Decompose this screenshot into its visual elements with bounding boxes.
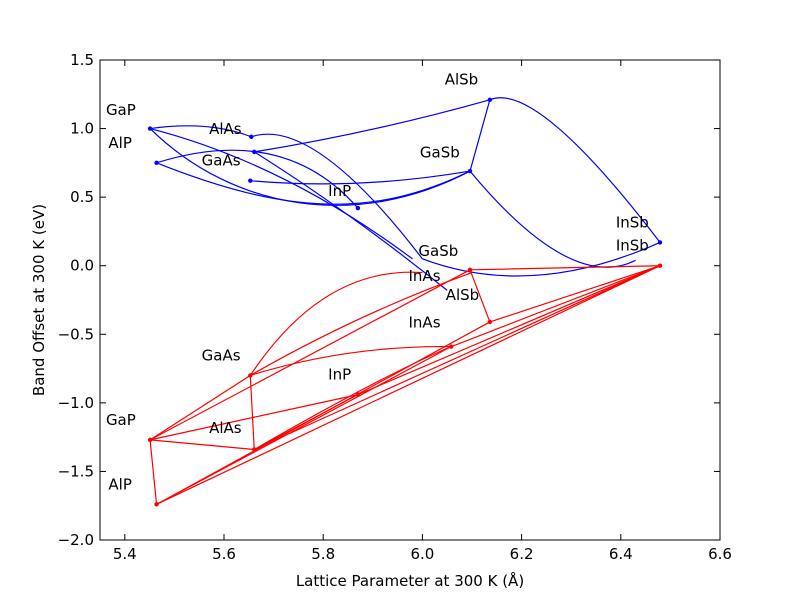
point-label: AlSb: [445, 71, 478, 89]
x-tick-label: 5.6: [212, 545, 236, 563]
point-label: GaAs: [202, 346, 241, 364]
conduction-point-3: [249, 134, 254, 139]
plot-frame: [99, 59, 721, 541]
conduction-curve-8: [149, 127, 413, 260]
valence-point-3: [252, 447, 257, 452]
valence-curve-11: [357, 265, 661, 396]
conduction-curve-1: [156, 149, 359, 209]
axis-ticks: 5.4 5.6 5.8 6.0 6.2 6.4 6.6 1.5 1.0 0.5 0.0 −0.5 −1.…: [58, 51, 732, 563]
conduction-point-2: [248, 178, 253, 183]
valence-point-8: [657, 263, 663, 268]
conduction-curve-4: [469, 99, 491, 172]
y-tick-label: −0.5: [58, 325, 94, 343]
valence-point-5: [448, 344, 454, 349]
point-label: AlP: [108, 134, 131, 152]
valence-curve-15: [469, 269, 491, 323]
point-label: GaP: [106, 411, 136, 429]
point-label: AlP: [108, 475, 131, 493]
point-label: InP: [328, 366, 351, 384]
point-label: AlAs: [209, 419, 242, 437]
y-tick-label: 1.0: [70, 120, 94, 138]
point-labels: GaP AlP AlAs GaAs InP AlSb GaSb InSb GaSb InAs InS…: [106, 71, 649, 494]
valence-point-6: [467, 267, 473, 273]
y-tick-label: 0.0: [70, 257, 94, 275]
conduction-curve-0: [150, 125, 252, 138]
valence-curve-17: [249, 272, 473, 376]
conduction-curve-10: [253, 151, 448, 291]
valence-point-7: [487, 319, 493, 325]
valence-curve-0: [149, 439, 158, 505]
valence-curve-4: [150, 439, 255, 451]
x-tick-label: 5.8: [311, 545, 335, 563]
conduction-curve-9: [251, 133, 423, 260]
point-label: InSb: [616, 237, 649, 255]
valence-curve-10: [254, 265, 661, 451]
conduction-point-6: [467, 168, 473, 174]
valence-curve-13: [489, 265, 661, 323]
y-tick-label: −2.0: [58, 531, 94, 549]
conduction-curve-6: [149, 128, 471, 206]
conduction-point-7: [487, 97, 493, 102]
valence-curve-6: [149, 394, 359, 441]
valence-point-2: [248, 373, 253, 378]
x-tick-label: 5.4: [113, 545, 137, 563]
point-label: AlSb: [446, 286, 479, 304]
valence-curve-9: [156, 321, 491, 505]
y-tick-label: −1.5: [58, 462, 94, 480]
x-tick-label: 6.6: [708, 545, 732, 563]
valence-curve-1: [149, 374, 251, 441]
conduction-point-1: [154, 160, 159, 166]
point-label: GaAs: [202, 152, 241, 170]
valence-curve-12: [450, 265, 661, 348]
valence-curve-3: [149, 269, 471, 441]
conduction-curve-3: [489, 97, 661, 243]
x-tick-label: 6.0: [410, 545, 434, 563]
y-tick-label: 1.5: [70, 51, 94, 69]
y-tick-label: 0.5: [70, 188, 94, 206]
conduction-point-8: [657, 240, 663, 245]
valence-curve-18: [249, 271, 423, 376]
conduction-curve-2: [254, 99, 491, 153]
valence-point-1: [154, 502, 159, 507]
valence-curve-16: [250, 345, 452, 377]
x-tick-label: 6.4: [609, 545, 633, 563]
point-label: InAs: [409, 267, 441, 285]
point-label: InSb: [616, 213, 649, 231]
point-label: AlAs: [209, 120, 242, 138]
point-label: InAs: [409, 313, 441, 331]
conduction-point-4: [252, 149, 257, 155]
conduction-point-5: [355, 205, 361, 211]
valence-curve-7: [156, 265, 661, 505]
valence-curve-14: [470, 265, 660, 271]
conduction-point-0: [147, 126, 153, 131]
x-axis-label: Lattice Parameter at 300 K (Å): [296, 571, 524, 590]
point-label: GaSb: [420, 143, 460, 161]
point-label: GaSb: [418, 242, 458, 260]
valence-curve-19: [253, 346, 452, 451]
y-axis-label: Band Offset at 300 K (eV): [30, 204, 48, 396]
point-label: InP: [328, 182, 351, 200]
conduction-curve-5: [250, 170, 471, 185]
conduction-curve-11: [469, 170, 636, 268]
valence-point-4: [355, 392, 361, 397]
point-label: GaP: [106, 101, 136, 119]
conduction-curve-12: [422, 241, 661, 277]
x-tick-label: 6.2: [510, 545, 534, 563]
valence-point-0: [147, 437, 153, 443]
plot-area: [147, 97, 663, 507]
y-tick-label: −1.0: [58, 394, 94, 412]
valence-curve-2: [249, 375, 255, 450]
conduction-curve-7: [156, 162, 471, 205]
